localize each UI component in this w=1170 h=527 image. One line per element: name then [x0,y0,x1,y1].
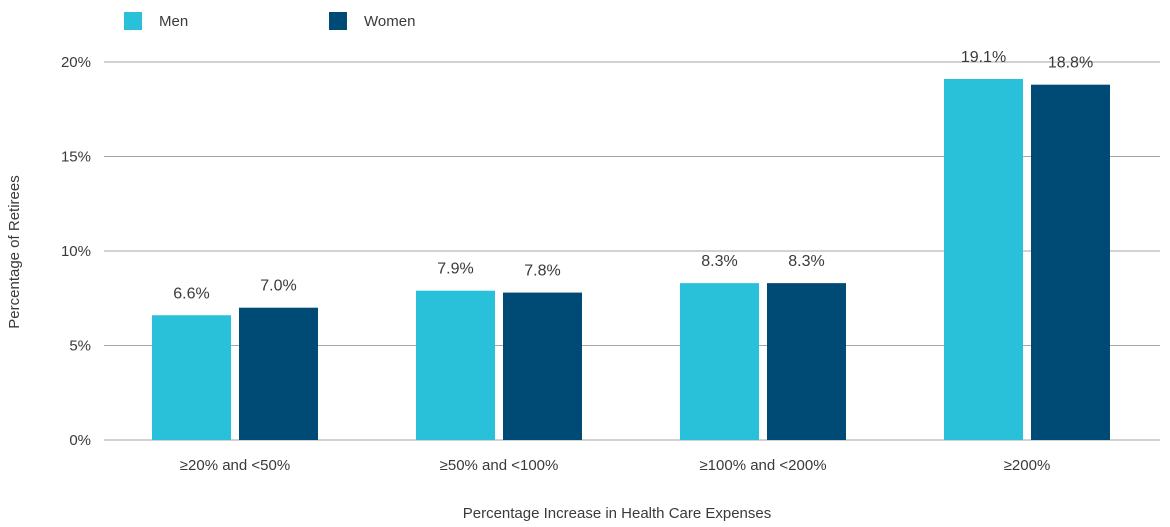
y-tick-label: 0% [69,432,91,449]
y-axis-title: Percentage of Retirees [6,175,23,328]
data-label-men: 8.3% [701,253,737,270]
bar-women [239,307,318,440]
data-label-women: 18.8% [1048,55,1093,72]
x-tick-labels: ≥20% and <50% ≥50% and <100% ≥100% and <20… [180,457,1051,474]
x-axis-title: Percentage Increase in Health Care Expen… [463,505,772,522]
bar-women [1031,84,1110,441]
data-labels: 6.6% 7.0% 7.9% 7.8% 8.3% 8.3% 19.1% 18.8% [173,49,1093,302]
y-tick-label: 5% [69,338,91,355]
bar-men [944,79,1023,440]
bars [152,79,1110,441]
y-tick-labels: 0% 5% 10% 15% 20% [61,54,91,449]
data-label-women: 7.0% [260,278,296,295]
bar-men [680,283,759,440]
bar-women [767,283,846,440]
data-label-men: 19.1% [961,49,1006,66]
legend-swatch-women [329,12,347,30]
x-tick-label: ≥100% and <200% [699,457,826,474]
legend-label-women: Women [364,12,416,30]
bar-men [152,315,231,440]
legend: Men [124,10,188,32]
y-tick-label: 15% [61,149,91,166]
legend-swatch-men [124,12,142,30]
data-label-men: 6.6% [173,285,209,302]
x-tick-label: ≥200% [1004,457,1051,474]
y-tick-label: 20% [61,54,91,71]
bar-women [503,292,582,440]
x-tick-label: ≥20% and <50% [180,457,290,474]
data-label-women: 7.8% [524,263,560,280]
data-label-women: 8.3% [788,253,824,270]
x-tick-label: ≥50% and <100% [440,457,559,474]
legend-women: Women [329,10,415,32]
data-label-men: 7.9% [437,261,473,278]
legend-label-men: Men [159,12,189,30]
bar-men [416,290,495,440]
y-tick-label: 10% [61,243,91,260]
